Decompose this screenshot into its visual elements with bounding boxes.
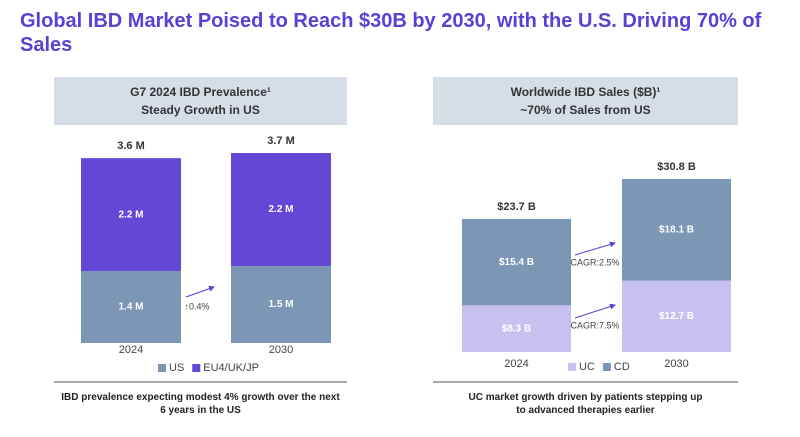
- value-label: 1.5 M: [268, 299, 293, 310]
- annotation-arrow: [574, 303, 616, 319]
- value-label: $18.1 B: [659, 224, 694, 235]
- annotation: CAGR:2.5%: [570, 257, 619, 267]
- panel-title: G7 2024 IBD Prevalence¹: [130, 85, 271, 99]
- total-label: 3.7 M: [267, 135, 295, 147]
- panel-header: [54, 77, 347, 125]
- panel-header: [433, 77, 738, 125]
- panel-title: Worldwide IBD Sales ($B)¹: [511, 85, 661, 99]
- total-label: $30.8 B: [657, 161, 696, 173]
- legend-label: UC: [579, 361, 595, 373]
- category-label: 2024: [119, 344, 143, 356]
- value-label: 2.2 M: [268, 204, 293, 215]
- legend-label: EU4/UK/JP: [203, 362, 259, 374]
- legend-swatch: [158, 364, 166, 372]
- value-label: 1.4 M: [118, 302, 143, 313]
- category-label: 2030: [269, 344, 293, 356]
- total-label: 3.6 M: [117, 140, 145, 152]
- annotation-arrow: [185, 285, 215, 298]
- legend-label: CD: [614, 361, 630, 373]
- category-label: 2024: [504, 358, 528, 370]
- footnote: UC market growth driven by patients step…: [469, 392, 703, 416]
- value-label: $15.4 B: [499, 257, 534, 268]
- annotation: ↑0.4%: [184, 301, 209, 311]
- legend-swatch: [602, 363, 611, 371]
- bar-segment: [81, 271, 181, 343]
- annotation-arrow: [574, 241, 616, 256]
- legend-swatch: [568, 363, 576, 371]
- value-label: $8.3 B: [502, 323, 531, 334]
- footnote: IBD prevalence expecting modest 4% growt…: [61, 392, 340, 416]
- value-label: 2.2 M: [118, 209, 143, 220]
- legend-label: US: [169, 362, 184, 374]
- category-label: 2030: [664, 358, 688, 370]
- bar-segment: [231, 265, 331, 343]
- bar-segment: [622, 280, 731, 352]
- slide-title: Global IBD Market Poised to Reach $30B b…: [20, 10, 762, 56]
- bar-segment: [81, 158, 181, 272]
- annotation: CAGR:7.5%: [570, 320, 619, 330]
- bar-segment: [462, 218, 571, 306]
- value-label: $12.7 B: [659, 311, 694, 322]
- panel-subtitle: Steady Growth in US: [141, 103, 260, 117]
- legend-swatch: [192, 364, 201, 372]
- panel-subtitle: ~70% of Sales from US: [520, 103, 650, 117]
- bar-segment: [231, 153, 331, 266]
- bar-segment: [462, 305, 571, 352]
- bar-segment: [622, 179, 731, 281]
- total-label: $23.7 B: [497, 201, 536, 213]
